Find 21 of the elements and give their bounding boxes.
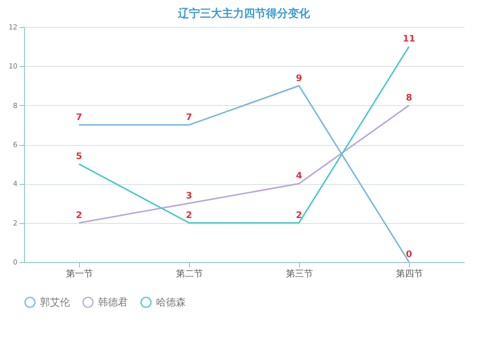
data-label: 4: [296, 172, 302, 182]
data-label: 11: [402, 34, 416, 45]
x-tick-label: 第一节: [66, 268, 93, 280]
x-tick-label: 第三节: [286, 268, 313, 280]
legend-label: 韩德君: [98, 296, 128, 308]
line-series: [78, 104, 410, 224]
data-label: 8: [406, 93, 412, 104]
data-label: 5: [76, 152, 82, 162]
data-label: 3: [186, 191, 192, 202]
data-label: 9: [296, 74, 302, 84]
chart-title: 辽宁三大主力四节得分变化: [177, 7, 311, 20]
data-label: 2: [296, 210, 302, 221]
x-tick-label: 第二节: [176, 268, 203, 280]
x-tick-label: 第四节: [396, 268, 423, 280]
legend-label: 哈德森: [156, 296, 186, 308]
data-label: 2: [76, 210, 82, 221]
legend-label: 郭艾伦: [40, 296, 70, 308]
data-label: 2: [186, 210, 192, 221]
data-label: 7: [76, 112, 82, 123]
data-label: 0: [406, 250, 412, 260]
data-label: 7: [186, 112, 192, 123]
